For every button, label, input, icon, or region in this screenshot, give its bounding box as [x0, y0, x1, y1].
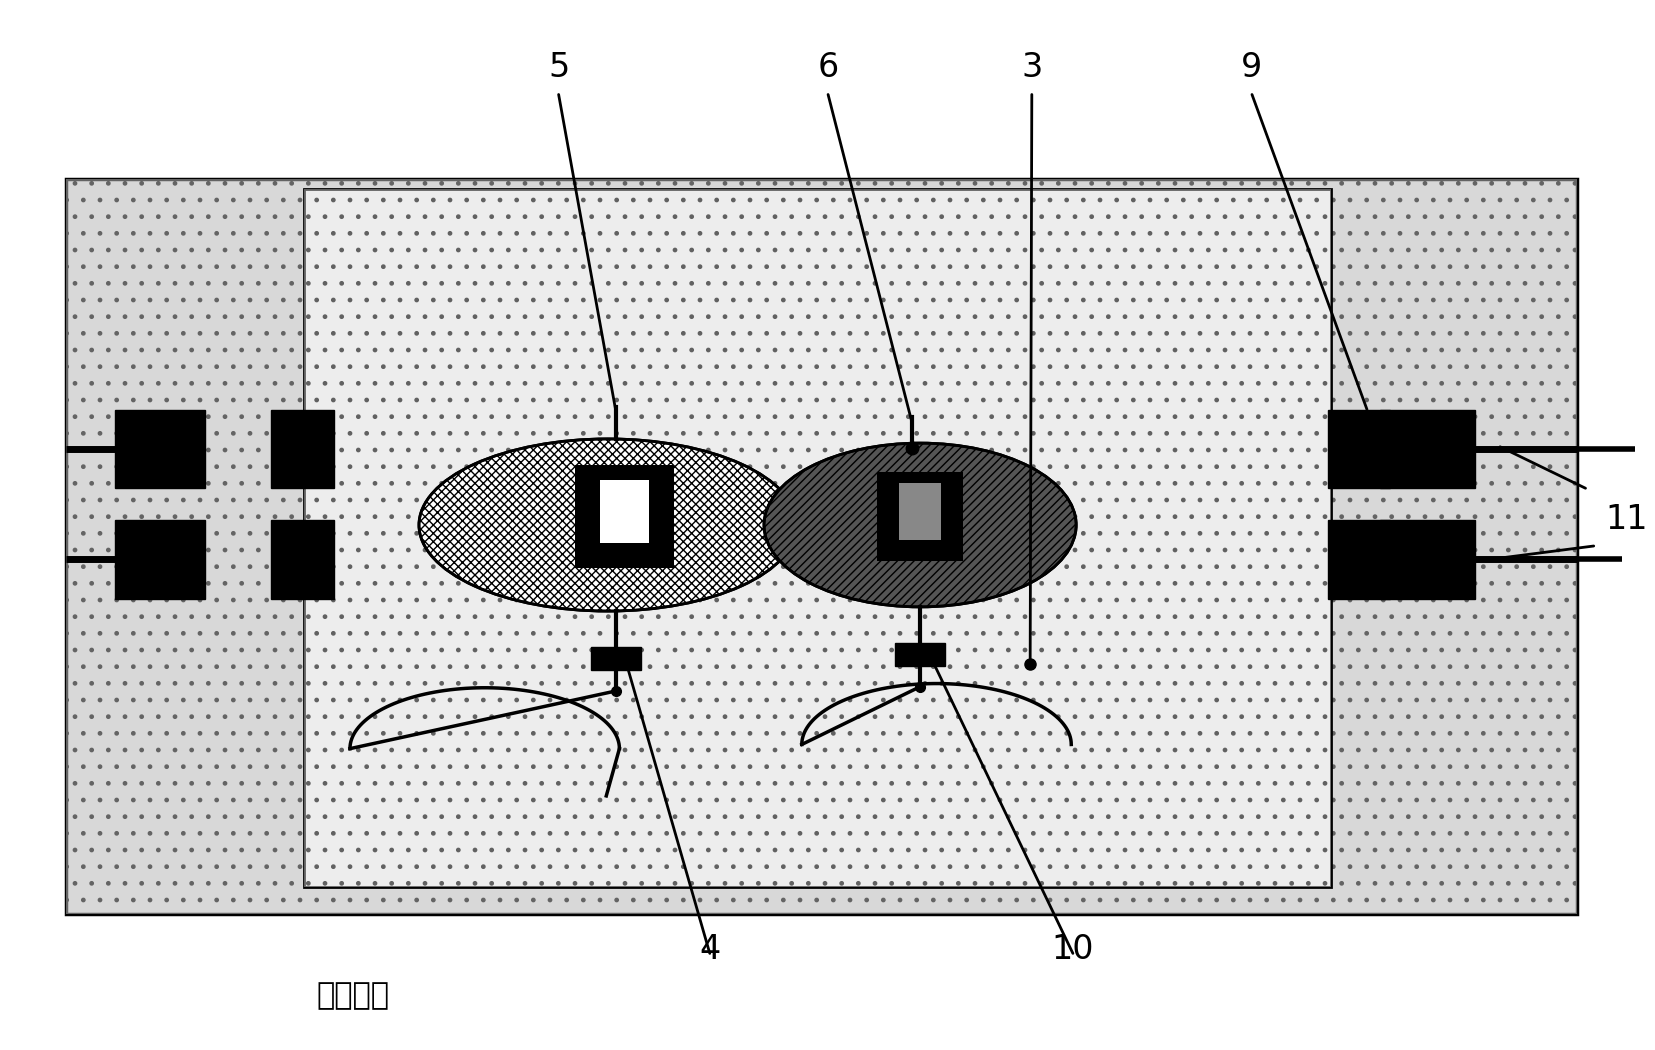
Text: 3: 3 — [1021, 51, 1041, 84]
Ellipse shape — [419, 439, 796, 611]
Text: 10: 10 — [1051, 933, 1094, 966]
Bar — [271, 520, 333, 598]
Bar — [884, 542, 955, 557]
Text: 6: 6 — [818, 51, 837, 84]
Bar — [1379, 520, 1475, 598]
Bar — [895, 643, 943, 666]
Bar — [1327, 410, 1389, 488]
Bar — [1327, 520, 1389, 598]
Bar — [1379, 410, 1475, 488]
Text: 5: 5 — [548, 51, 569, 84]
Bar — [271, 410, 333, 488]
Bar — [114, 410, 205, 488]
Text: 9: 9 — [1241, 51, 1261, 84]
Bar — [591, 647, 640, 670]
Ellipse shape — [763, 443, 1076, 607]
Bar — [66, 178, 1576, 914]
Bar — [305, 189, 1331, 887]
Bar — [899, 483, 942, 540]
Bar — [574, 465, 674, 568]
Bar — [114, 520, 205, 598]
Text: 输出电压: 输出电压 — [316, 981, 389, 1010]
Bar — [581, 547, 667, 563]
Bar — [877, 472, 962, 561]
Bar — [305, 189, 1331, 887]
Text: 4: 4 — [698, 933, 720, 966]
Bar — [66, 178, 1576, 914]
Text: 11: 11 — [1604, 503, 1647, 537]
Bar — [599, 480, 649, 543]
